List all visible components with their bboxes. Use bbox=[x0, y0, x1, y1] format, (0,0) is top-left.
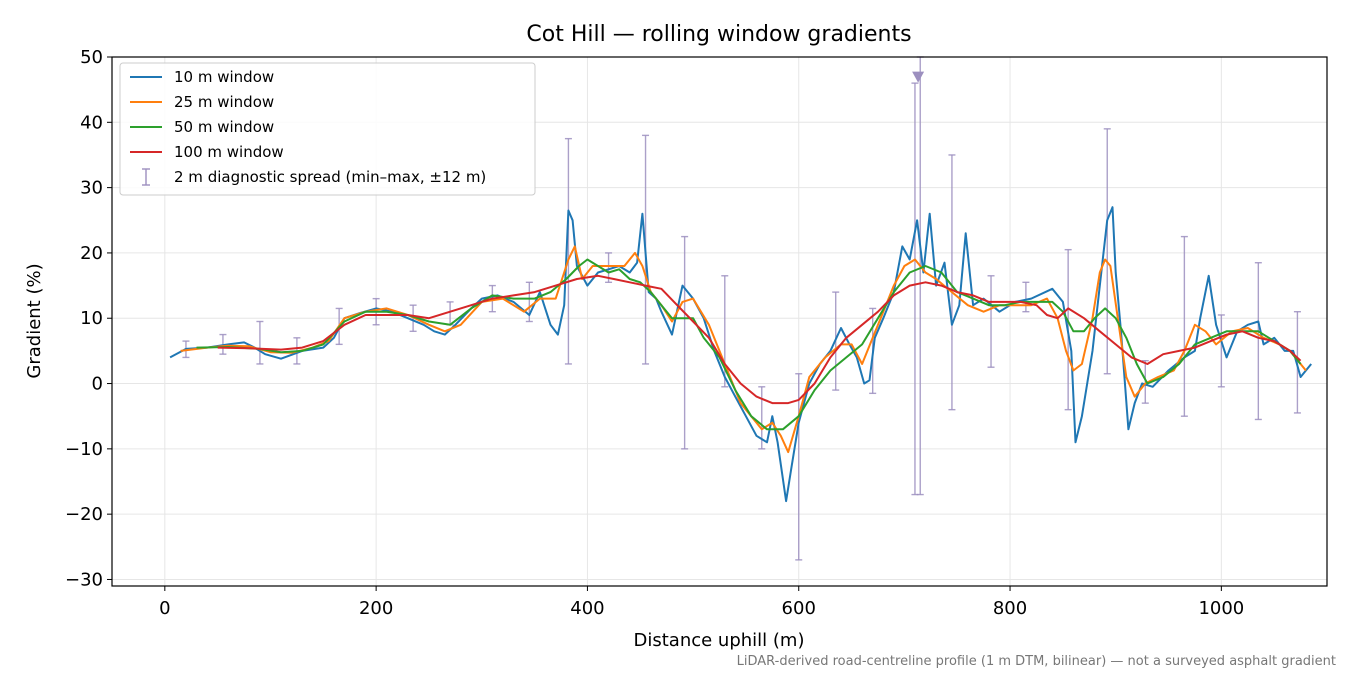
y-axis-ticks: −30 −20 −10 0 10 20 30 40 50 bbox=[65, 47, 112, 590]
error-bar bbox=[948, 154, 956, 411]
y-tick-label: 10 bbox=[80, 308, 103, 329]
x-axis-label: Distance uphill (m) bbox=[634, 630, 805, 651]
clipped-marker-triangle bbox=[912, 71, 925, 83]
legend-label: 100 m window bbox=[174, 143, 284, 161]
error-bar bbox=[987, 275, 995, 368]
y-tick-label: 30 bbox=[80, 178, 103, 199]
legend-label: 25 m window bbox=[174, 93, 274, 111]
legend-label: 2 m diagnostic spread (min–max, ±12 m) bbox=[174, 168, 486, 186]
error-bar bbox=[1217, 314, 1225, 388]
error-bar bbox=[564, 137, 572, 365]
error-bar bbox=[1254, 262, 1262, 421]
series-line bbox=[217, 274, 1302, 405]
x-tick-label: 1000 bbox=[1198, 598, 1244, 619]
legend-label: 10 m window bbox=[174, 68, 274, 86]
y-tick-label: −10 bbox=[65, 439, 103, 460]
legend: 10 m window 25 m window 50 m window 100 m w… bbox=[119, 62, 536, 196]
y-tick-label: −20 bbox=[65, 504, 103, 525]
x-axis-ticks: 0 200 400 600 800 1000 bbox=[159, 586, 1244, 619]
x-tick-label: 600 bbox=[782, 598, 816, 619]
plot-frame bbox=[111, 56, 1328, 587]
x-tick-label: 400 bbox=[570, 598, 604, 619]
legend-box bbox=[119, 62, 536, 196]
y-tick-label: 40 bbox=[80, 112, 103, 133]
x-tick-label: 800 bbox=[993, 598, 1027, 619]
error-bar bbox=[1180, 235, 1188, 417]
footnote: LiDAR-derived road-centreline profile (1… bbox=[737, 654, 1336, 669]
legend-items: 10 m window 25 m window 50 m window 100 m w… bbox=[130, 68, 486, 186]
error-bar bbox=[1141, 359, 1149, 404]
y-tick-label: 0 bbox=[92, 374, 103, 395]
error-bar bbox=[1103, 128, 1111, 375]
series-lines bbox=[169, 206, 1312, 503]
error-bar bbox=[1022, 281, 1030, 313]
series-line bbox=[180, 245, 1307, 454]
error-bar bbox=[256, 320, 264, 365]
y-tick-label: 50 bbox=[80, 47, 103, 68]
error-bar bbox=[795, 373, 803, 561]
y-tick-label: 20 bbox=[80, 243, 103, 264]
y-axis-label: Gradient (%) bbox=[24, 263, 45, 378]
legend-label: 50 m window bbox=[174, 118, 274, 136]
y-tick-label: −30 bbox=[65, 569, 103, 590]
series-line bbox=[196, 258, 1302, 431]
x-tick-label: 200 bbox=[359, 598, 393, 619]
x-tick-label: 0 bbox=[159, 598, 170, 619]
legend-errorbar-swatch bbox=[142, 168, 150, 186]
chart-title: Cot Hill — rolling window gradients bbox=[526, 22, 911, 47]
series-line bbox=[169, 206, 1312, 503]
error-bar bbox=[681, 235, 689, 450]
markers bbox=[912, 71, 925, 83]
